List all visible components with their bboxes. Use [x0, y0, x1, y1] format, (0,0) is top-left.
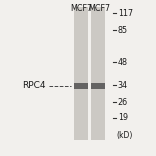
Text: RPC4: RPC4: [23, 81, 46, 90]
Text: MCF7: MCF7: [70, 4, 92, 13]
Bar: [74, 83, 88, 89]
Text: 19: 19: [118, 113, 128, 122]
Bar: [74, 7, 88, 140]
Text: 85: 85: [118, 26, 128, 35]
Text: (kD): (kD): [116, 131, 133, 140]
Text: 117: 117: [118, 9, 133, 18]
Text: 26: 26: [118, 98, 128, 107]
Text: MCF7: MCF7: [88, 4, 110, 13]
Text: 34: 34: [118, 80, 128, 90]
Bar: [91, 7, 105, 140]
Text: 48: 48: [118, 58, 128, 67]
Bar: [91, 83, 105, 89]
